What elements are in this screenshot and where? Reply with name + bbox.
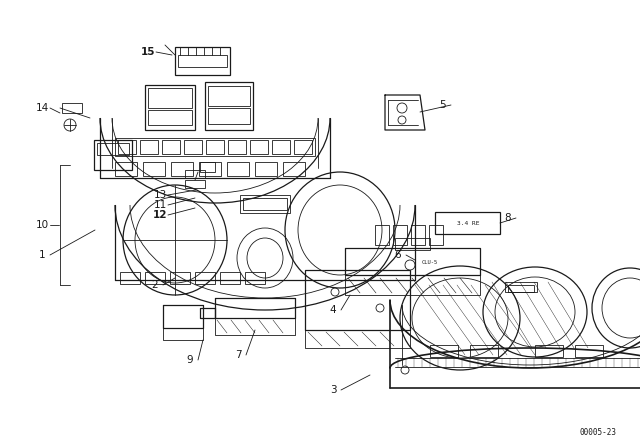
Bar [206, 140, 224, 154]
Text: 8: 8 [505, 213, 511, 223]
Bar [575, 345, 603, 357]
Text: 4: 4 [330, 305, 336, 315]
Bar [435, 212, 500, 234]
Text: 14: 14 [35, 103, 49, 113]
Bar [175, 47, 230, 75]
Bar [145, 272, 165, 284]
Bar [199, 162, 221, 176]
Bar [208, 108, 250, 124]
Bar [305, 270, 410, 330]
Bar [120, 272, 140, 284]
Text: 3: 3 [330, 385, 336, 395]
Bar [255, 162, 277, 176]
Text: CLU-5: CLU-5 [422, 259, 438, 264]
Bar [411, 225, 425, 245]
Bar [240, 195, 290, 213]
Bar [185, 170, 205, 178]
Bar [94, 140, 132, 170]
Bar [184, 140, 202, 154]
Text: 15: 15 [141, 47, 156, 57]
Text: 10: 10 [35, 220, 49, 230]
Text: 12: 12 [153, 210, 167, 220]
Bar [115, 162, 137, 176]
Text: 3.4 RE: 3.4 RE [457, 220, 479, 225]
Bar [228, 140, 246, 154]
Text: 9: 9 [187, 355, 193, 365]
Text: 2: 2 [152, 280, 158, 290]
Text: 5: 5 [440, 100, 446, 110]
Bar [375, 225, 389, 245]
Bar [220, 272, 240, 284]
Bar [195, 272, 215, 284]
Bar [143, 162, 165, 176]
Bar [243, 198, 287, 210]
Bar [393, 225, 407, 245]
Bar [205, 82, 253, 130]
Bar [508, 285, 534, 292]
Bar [118, 140, 136, 154]
Bar [535, 345, 563, 357]
Text: 6: 6 [395, 250, 401, 260]
Bar [62, 103, 82, 113]
Bar [430, 345, 458, 357]
Text: 00005-23: 00005-23 [579, 427, 616, 436]
Bar [505, 282, 537, 292]
Bar [170, 272, 190, 284]
Bar [140, 140, 158, 154]
Bar [227, 162, 249, 176]
Bar [115, 138, 315, 156]
Bar [429, 225, 443, 245]
Text: 1: 1 [38, 250, 45, 260]
Bar [148, 88, 192, 108]
Bar [200, 162, 215, 172]
Bar [148, 110, 192, 125]
Bar [178, 55, 227, 67]
Bar [294, 140, 312, 154]
Bar [208, 86, 250, 106]
Bar [395, 238, 430, 250]
Bar [97, 143, 129, 155]
Bar [272, 140, 290, 154]
Text: 7: 7 [235, 350, 241, 360]
Bar [145, 85, 195, 130]
Bar [470, 345, 498, 357]
Bar [185, 180, 205, 188]
Text: 13: 13 [154, 190, 166, 200]
Bar [283, 162, 305, 176]
Bar [162, 140, 180, 154]
Bar [245, 272, 265, 284]
Text: 11: 11 [154, 200, 166, 210]
Bar [171, 162, 193, 176]
Bar [250, 140, 268, 154]
